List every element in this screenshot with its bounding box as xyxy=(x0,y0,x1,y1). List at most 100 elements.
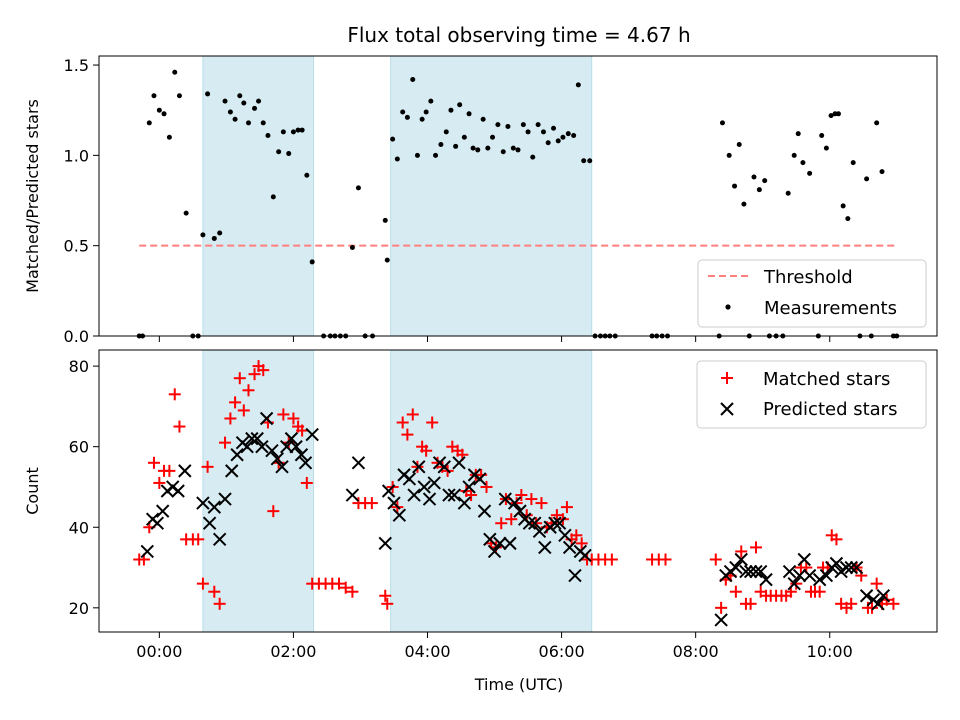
measurement-point xyxy=(304,172,310,178)
matched-star-point xyxy=(845,597,858,610)
predicted-star-point xyxy=(871,597,885,611)
y-tick-label: 80 xyxy=(69,357,89,376)
ratio-panel-y-label: Matched/Predicted stars xyxy=(23,99,42,293)
shaded-interval-2 xyxy=(390,349,593,633)
x-tick-label: 02:00 xyxy=(270,642,316,661)
predicted-star-point xyxy=(759,572,773,587)
predicted-star-point xyxy=(196,496,210,510)
matched-star-point xyxy=(233,372,246,385)
predicted-star-point xyxy=(792,568,807,583)
predicted-star-point xyxy=(452,456,466,470)
measurement-point xyxy=(237,93,243,99)
predicted-star-point xyxy=(507,496,522,510)
predicted-star-point xyxy=(275,460,289,474)
predicted-star-point xyxy=(387,496,401,510)
shaded-interval-1 xyxy=(202,349,315,633)
measurement-point xyxy=(382,217,388,223)
predicted-star-point xyxy=(345,488,360,502)
measurement-point xyxy=(390,136,396,142)
measurement-point xyxy=(419,116,425,122)
measurement-point xyxy=(879,169,885,175)
measurement-point xyxy=(222,98,228,104)
matched-star-point xyxy=(495,517,508,530)
matched-star-point xyxy=(515,489,528,502)
measurement-point xyxy=(791,152,797,158)
matched-star-point xyxy=(605,553,618,566)
measurement-point xyxy=(719,120,725,126)
matched-star-point xyxy=(813,585,826,598)
measurement-point xyxy=(265,132,271,138)
measurement-point xyxy=(741,201,747,207)
measurement-point xyxy=(485,145,491,151)
matched-star-point xyxy=(659,553,672,566)
predicted-star-point xyxy=(378,536,392,551)
predicted-star-point xyxy=(714,613,728,627)
predicted-star-point xyxy=(739,564,753,579)
measurement-point xyxy=(480,116,486,122)
measurement-point xyxy=(864,176,870,182)
matched-star-point xyxy=(570,529,583,542)
measurement-point xyxy=(874,120,880,126)
measurement-point xyxy=(756,187,762,193)
y-tick-label: 20 xyxy=(69,599,89,618)
measurement-point xyxy=(828,113,834,119)
legend-measurements-swatch xyxy=(725,304,731,310)
measurement-point xyxy=(823,145,829,151)
measurement-point xyxy=(183,210,189,216)
matched-star-point xyxy=(201,460,214,473)
count-panel-y-axis: 20 40 60 80 xyxy=(69,357,99,618)
matched-star-point xyxy=(381,597,394,610)
measurement-point xyxy=(286,151,292,157)
predicted-star-point xyxy=(212,532,227,547)
matched-star-point xyxy=(333,577,346,590)
predicted-star-point xyxy=(522,516,537,530)
predicted-star-point xyxy=(202,516,217,530)
count-panel-y-label: Count xyxy=(23,467,42,515)
predicted-star-point xyxy=(487,544,502,559)
ratio-panel: 0.0 0.5 1.0 1.5 Matched/Predicted stars Thr… xyxy=(23,55,938,346)
legend-threshold-label: Threshold xyxy=(763,267,853,288)
predicted-star-point xyxy=(503,536,517,551)
predicted-star-point xyxy=(876,589,891,603)
predicted-star-point xyxy=(294,448,309,462)
matched-star-point xyxy=(168,388,181,401)
predicted-star-point xyxy=(528,516,542,530)
predicted-star-point xyxy=(427,476,441,490)
predicted-star-point xyxy=(298,456,313,470)
predicted-star-point xyxy=(734,552,748,567)
predicted-star-point xyxy=(422,492,437,506)
measurement-point xyxy=(404,114,410,120)
measurement-point xyxy=(217,230,223,236)
measurement-point xyxy=(565,131,571,137)
matched-star-point xyxy=(749,541,762,554)
predicted-stars-series xyxy=(140,411,891,627)
matched-star-point xyxy=(396,416,409,429)
matched-star-point xyxy=(163,464,176,477)
measurement-point xyxy=(423,109,429,115)
predicted-star-point xyxy=(802,568,817,583)
matched-star-point xyxy=(208,585,221,598)
matched-star-point xyxy=(830,533,843,546)
matched-star-point xyxy=(277,408,290,421)
y-tick-label: 1.5 xyxy=(64,56,89,75)
matched-star-point xyxy=(560,501,573,514)
matched-star-point xyxy=(296,424,309,437)
predicted-star-point xyxy=(392,508,407,522)
predicted-star-point xyxy=(532,524,547,538)
matched-star-point xyxy=(224,412,237,425)
measurement-point xyxy=(470,145,476,151)
predicted-star-point xyxy=(493,536,507,551)
measurement-point xyxy=(845,216,851,222)
measurement-point xyxy=(200,232,206,238)
measurement-point xyxy=(736,142,742,148)
matched-star-point xyxy=(379,589,392,602)
matched-star-point xyxy=(248,368,261,381)
measurement-point xyxy=(785,190,791,196)
measurement-point xyxy=(438,142,444,148)
ratio-legend: Threshold Measurements xyxy=(697,259,927,328)
legend-matched-label: Matched stars xyxy=(763,369,890,390)
measurement-point xyxy=(410,76,416,82)
measurement-point xyxy=(156,107,162,113)
measurement-point xyxy=(535,122,541,128)
